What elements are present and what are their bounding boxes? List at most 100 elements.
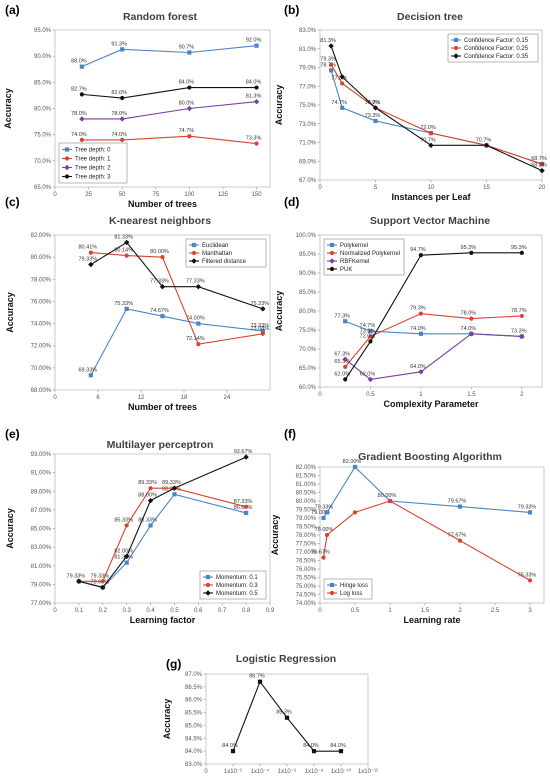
data-point [119,116,125,122]
y-tick-label: 87.00% [31,508,52,514]
legend-swatch-marker [329,250,335,256]
y-tick-label: 79.00% [31,582,52,588]
data-label: 79.33% [518,504,537,510]
legend-entry: Momentum: 0.5 [216,591,258,597]
data-label: 81.3% [246,94,262,100]
x-tick-label: 2.5 [491,608,500,614]
data-label: 77.3% [331,75,347,81]
data-label: 89.33% [162,480,181,486]
data-point [254,85,259,90]
data-label: 80.14% [114,248,133,254]
y-tick-label: 83.00% [31,545,52,551]
legend-entry: Confidence Factor: 0.25 [464,46,529,52]
data-label: 69.33% [79,367,98,373]
y-tick-label: 77.00% [31,601,52,607]
data-point [254,141,259,146]
legend: Momentum: 0.1 Momentum: 0.3 Momentum: 0.5 [199,570,267,600]
x-tick-label: 125 [218,192,229,198]
chart-title: Logistic Regression [236,653,336,665]
data-point [329,68,334,73]
data-point [148,486,153,491]
legend-swatch-marker [329,258,335,264]
data-point [172,492,177,497]
chart-title: Gradient Boosting Algorithm [358,451,502,463]
data-label: 82.00% [114,548,133,554]
chart-title: Multilayer perceptron [107,439,214,451]
legend: Euclidean Manthattan Filtered distance [185,238,267,268]
data-label: 84.0% [330,743,346,749]
x-tick-label: 1x10⁻¹⁰ [331,768,352,775]
data-point [230,749,236,754]
data-point [124,253,129,258]
data-label: 80.00% [150,249,169,255]
data-point [338,749,344,754]
x-tick-label: 15 [483,185,490,191]
data-label: 70.7% [476,137,492,143]
legend-entry: RBFKernel [340,259,369,265]
data-point [428,131,434,136]
series-1: 69.33% 75.33% 74.67% 74.00% 73.33% [79,301,269,378]
data-point [343,377,348,382]
series-2: 65.3% 73.3% 79.3% 78.0% 78.7% [334,306,527,369]
data-point [328,43,334,49]
data-point [120,137,125,142]
x-tick-label: 5 [374,185,378,191]
data-point [253,98,260,105]
y-axis-label: Accuracy [162,699,172,740]
x-tick-label: 1x10⁻⁶ [278,768,297,775]
data-label: 82.00% [343,459,362,465]
y-tick-label: 81.0% [299,47,317,53]
data-label: 72.0% [360,333,376,339]
data-label: 79.33% [315,504,334,510]
legend-swatch-marker [329,582,335,588]
y-tick-label: 80.00% [31,255,52,261]
data-point [321,515,326,521]
x-tick-label: 20 [539,185,546,191]
data-point [195,284,202,290]
legend: Tree depth: 0 Tree depth: 1 Tree depth: 2 T… [58,142,128,184]
y-tick-label: 68.00% [31,388,52,394]
data-label: 72.0% [420,125,436,131]
series-2: 76.67% 78.00% 80.00% 77.67% 75.33% [311,493,537,583]
data-point [387,498,393,504]
data-label: 82.7% [71,86,87,92]
data-point [519,250,524,255]
data-point [539,167,545,174]
data-label: 92.0% [246,38,262,44]
data-label: 75.33% [251,301,270,307]
x-tick-label: 2 [520,392,524,398]
legend-swatch-marker [329,242,335,248]
y-tick-label: 80.50% [296,491,317,497]
series-1: 79.00%79.33%82.00%79.67%79.33% [311,459,537,521]
x-tick-label: 1x10⁻⁴ [251,768,270,775]
data-point [519,313,524,319]
data-label: 79.67% [448,499,467,505]
legend-box [323,238,405,276]
legend-swatch-marker [64,156,70,161]
data-label: 82.0% [111,90,127,96]
legend-swatch-marker [453,45,459,51]
data-point [100,584,106,591]
data-point [324,510,330,515]
y-tick-label: 67.0% [299,178,317,184]
y-tick-label: 77.00% [296,550,317,556]
data-point [457,538,463,543]
y-tick-label: 60.0% [299,385,317,391]
data-point [187,85,192,90]
data-point [187,50,192,55]
data-label: 75.33% [518,572,537,578]
y-tick-label: 84.5% [185,736,203,742]
legend-entry: Confidence Factor: 0.15 [464,38,529,44]
series-line [81,101,257,120]
data-point [243,454,249,460]
data-point [311,749,317,754]
data-label: 77.3% [334,313,350,319]
x-tick-label: 1.5 [467,392,476,398]
y-tick-label: 81.00% [31,564,52,570]
series-line [78,487,247,582]
data-label: 75.33% [114,301,133,307]
y-tick-label: 70.0% [34,159,52,165]
chart-f: (f) Gradient Boosting Algorithm 74.00% 74.5… [270,427,545,625]
y-tick-label: 85.00% [31,527,52,533]
y-tick-label: 93.00% [31,452,52,458]
